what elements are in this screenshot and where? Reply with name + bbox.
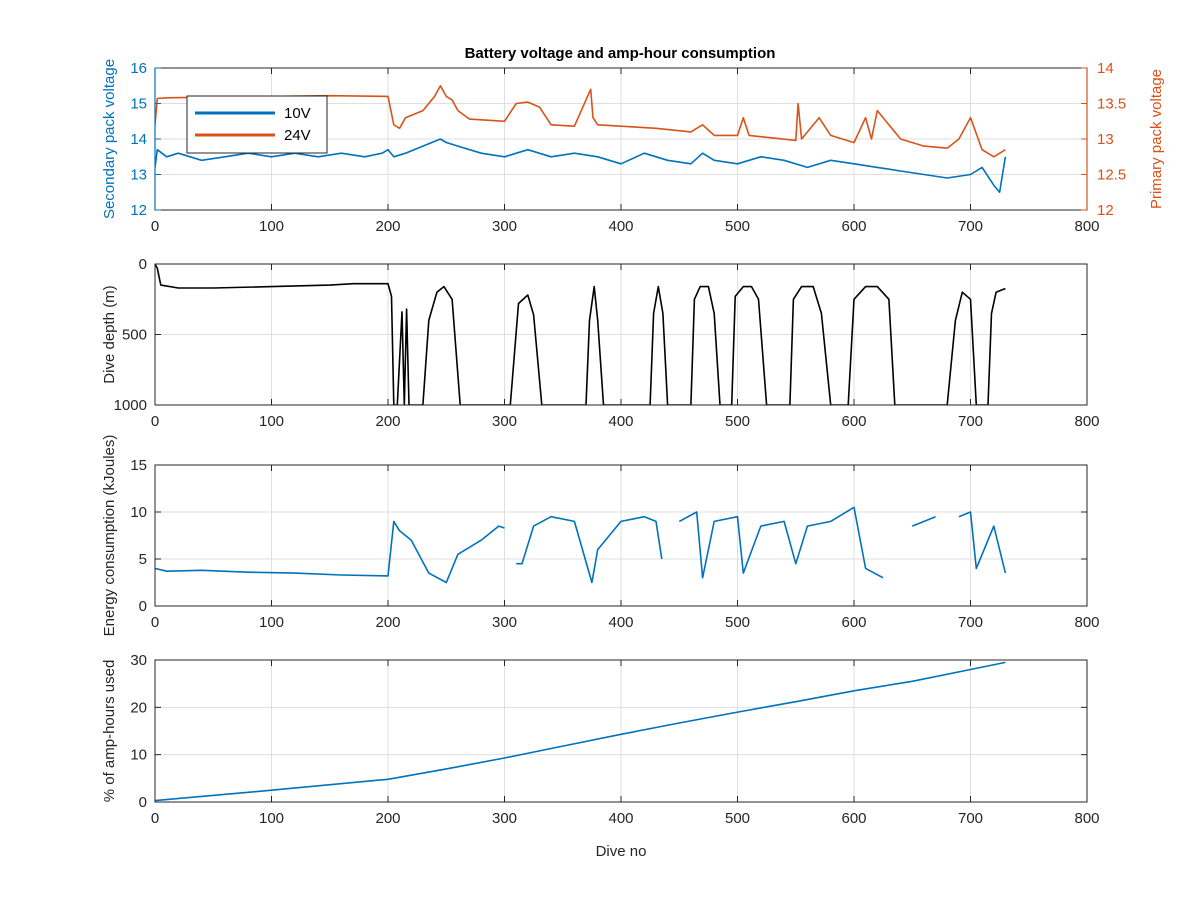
x-tick-label: 400 <box>608 810 633 827</box>
x-tick-label: 300 <box>492 218 517 235</box>
series-line-1 <box>155 661 1006 802</box>
x-tick-label: 700 <box>958 413 983 430</box>
y-right-tick-label: 12 <box>1097 202 1114 219</box>
y-tick-label: 10 <box>130 747 147 764</box>
y-tick-label: 30 <box>130 652 147 669</box>
x-tick-label: 600 <box>841 614 866 631</box>
x-tick-label: 800 <box>1074 413 1099 430</box>
y-tick-label: 500 <box>122 327 147 344</box>
series-line-1 <box>155 264 1006 405</box>
y-axis-label: Energy consumption (kJoules) <box>101 435 118 637</box>
x-tick-label: 100 <box>259 413 284 430</box>
x-tick-label: 200 <box>375 810 400 827</box>
y-right-axis-label: Primary pack voltage <box>1148 69 1165 209</box>
panels: 0 100 200 300 400 500 600 700 80012131415161212.… <box>101 59 1165 860</box>
y-tick-label: 0 <box>139 256 147 273</box>
y-tick-label: 0 <box>139 794 147 811</box>
y-right-tick-label: 14 <box>1097 60 1114 77</box>
panel-2: 0 100 200 300 400 500 600 700 800 0 500 1000 Dive de… <box>101 256 1100 430</box>
x-axis-label: Dive no <box>596 843 647 860</box>
x-tick-label: 300 <box>492 413 517 430</box>
y-tick-label: 15 <box>130 96 147 113</box>
x-tick-label: 600 <box>841 218 866 235</box>
x-tick-label: 700 <box>958 810 983 827</box>
x-tick-label: 600 <box>841 810 866 827</box>
x-tick-label: 700 <box>958 614 983 631</box>
x-tick-label: 400 <box>608 413 633 430</box>
y-right-tick-label: 13.5 <box>1097 96 1126 113</box>
y-right-tick-label: 13 <box>1097 131 1114 148</box>
y-tick-label: 12 <box>130 202 147 219</box>
legend-entry-24v: 24V <box>284 127 311 144</box>
x-tick-label: 800 <box>1074 614 1099 631</box>
x-tick-label: 500 <box>725 413 750 430</box>
panel-3: 0 100 200 300 400 500 600 700 800 0 5 10 15 Energy co… <box>101 435 1100 637</box>
y-tick-label: 13 <box>130 167 147 184</box>
panel-4: 0 100 200 300 400 500 600 700 800 0 10 20 30 % of amp… <box>101 652 1100 860</box>
series-line-24v <box>155 85 1006 158</box>
y-tick-label: 10 <box>130 504 147 521</box>
x-tick-label: 0 <box>151 810 159 827</box>
y-tick-label: 5 <box>139 551 147 568</box>
x-tick-label: 0 <box>151 218 159 235</box>
x-tick-label: 800 <box>1074 810 1099 827</box>
series-line-10v <box>155 138 1007 194</box>
legend-box <box>186 95 328 154</box>
y-tick-label: 16 <box>130 60 147 77</box>
x-tick-label: 600 <box>841 413 866 430</box>
panel-1: 0 100 200 300 400 500 600 700 80012131415161212.… <box>101 59 1165 235</box>
y-tick-label: 15 <box>130 457 147 474</box>
x-tick-label: 300 <box>492 614 517 631</box>
x-tick-label: 200 <box>375 413 400 430</box>
figure-title: Battery voltage and amp-hour consumption <box>465 45 776 62</box>
x-tick-label: 100 <box>259 810 284 827</box>
y-tick-label: 1000 <box>114 397 147 414</box>
x-tick-label: 200 <box>375 614 400 631</box>
x-tick-label: 100 <box>259 614 284 631</box>
y-tick-label: 14 <box>130 131 147 148</box>
series-line-1 <box>155 506 1007 584</box>
y-tick-label: 0 <box>139 598 147 615</box>
x-tick-label: 400 <box>608 614 633 631</box>
x-tick-label: 800 <box>1074 218 1099 235</box>
y-axis-label: % of amp-hours used <box>101 660 118 803</box>
x-tick-label: 400 <box>608 218 633 235</box>
legend-entry-10v: 10V <box>284 105 311 122</box>
x-tick-label: 500 <box>725 218 750 235</box>
y-tick-label: 20 <box>130 699 147 716</box>
y-axis-label: Dive depth (m) <box>101 285 118 383</box>
y-axis-label: Secondary pack voltage <box>101 59 118 219</box>
x-tick-label: 500 <box>725 614 750 631</box>
x-tick-label: 0 <box>151 614 159 631</box>
x-tick-label: 200 <box>375 218 400 235</box>
x-tick-label: 0 <box>151 413 159 430</box>
x-tick-label: 500 <box>725 810 750 827</box>
y-right-tick-label: 12.5 <box>1097 167 1126 184</box>
x-tick-label: 300 <box>492 810 517 827</box>
x-tick-label: 100 <box>259 218 284 235</box>
x-tick-label: 700 <box>958 218 983 235</box>
